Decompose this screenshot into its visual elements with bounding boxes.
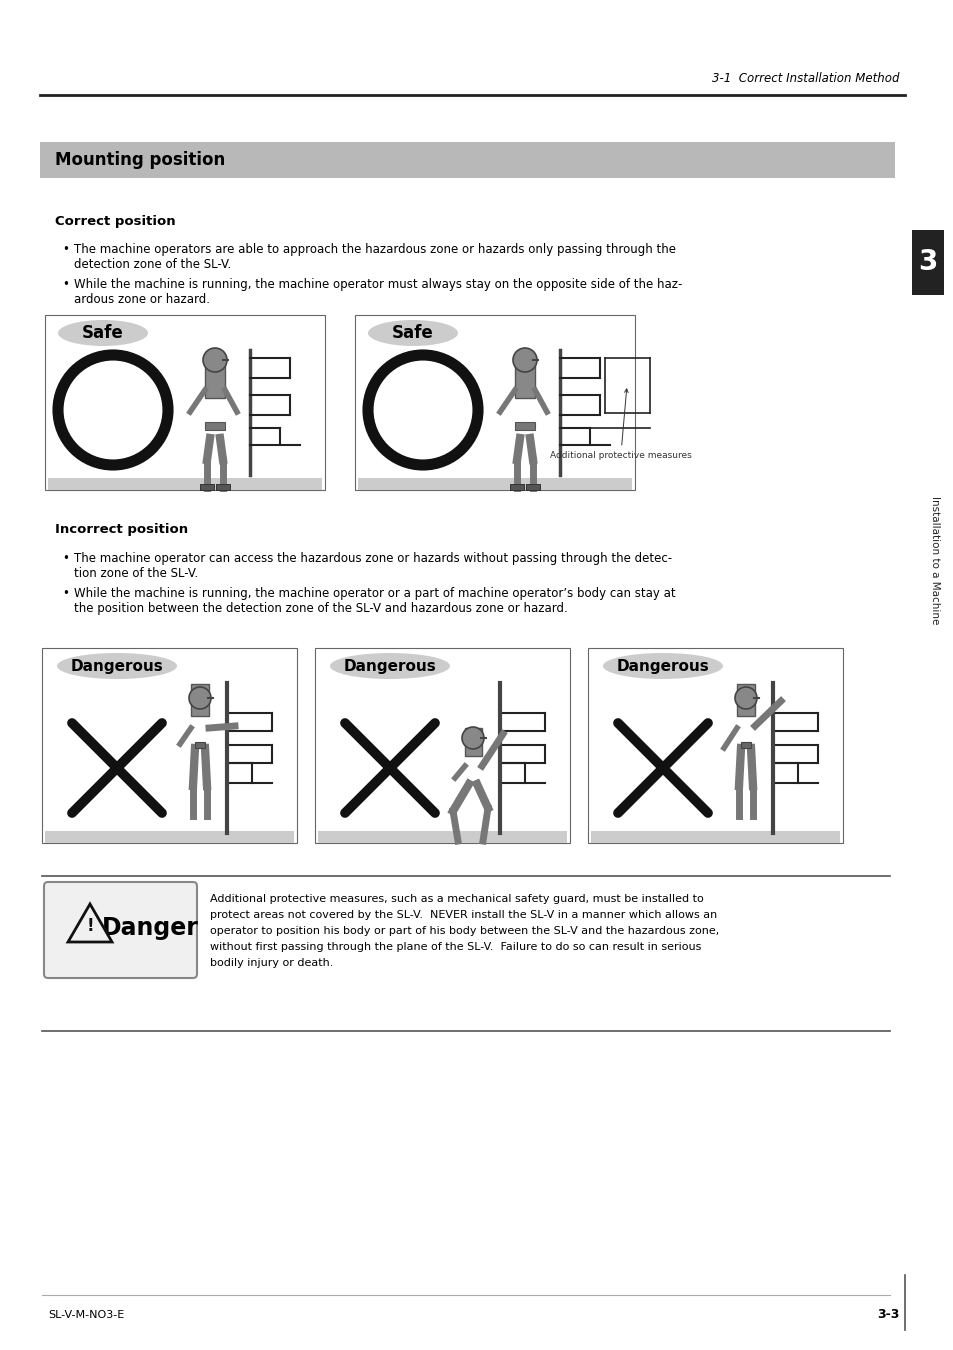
FancyBboxPatch shape — [205, 423, 225, 431]
Ellipse shape — [368, 320, 457, 346]
Text: the position between the detection zone of the SL-V and hazardous zone or hazard: the position between the detection zone … — [74, 602, 567, 616]
Ellipse shape — [602, 653, 722, 679]
Text: ardous zone or hazard.: ardous zone or hazard. — [74, 293, 210, 306]
Circle shape — [513, 348, 537, 373]
FancyBboxPatch shape — [200, 485, 213, 490]
Text: 3: 3 — [918, 248, 937, 275]
Text: Installation to a Machine: Installation to a Machine — [929, 495, 939, 624]
Text: Additional protective measures, such as a mechanical safety guard, must be insta: Additional protective measures, such as … — [210, 894, 703, 904]
Text: •: • — [62, 587, 69, 599]
Text: operator to position his body or part of his body between the SL-V and the hazar: operator to position his body or part of… — [210, 926, 719, 936]
Ellipse shape — [330, 653, 450, 679]
Text: tion zone of the SL-V.: tion zone of the SL-V. — [74, 567, 198, 580]
Polygon shape — [68, 904, 112, 942]
Text: Danger: Danger — [101, 917, 198, 940]
FancyBboxPatch shape — [45, 315, 325, 490]
Text: bodily injury or death.: bodily injury or death. — [210, 958, 333, 968]
Text: Additional protective measures: Additional protective measures — [550, 389, 691, 459]
Text: Dangerous: Dangerous — [616, 659, 709, 674]
FancyBboxPatch shape — [515, 423, 535, 431]
Text: SL-V-M-NO3-E: SL-V-M-NO3-E — [48, 1310, 124, 1320]
FancyBboxPatch shape — [510, 485, 523, 490]
FancyBboxPatch shape — [357, 478, 631, 490]
Text: !: ! — [86, 917, 93, 936]
FancyBboxPatch shape — [525, 485, 539, 490]
Text: Incorrect position: Incorrect position — [55, 524, 188, 536]
Text: Safe: Safe — [82, 324, 124, 342]
FancyBboxPatch shape — [740, 743, 750, 748]
Text: •: • — [62, 552, 69, 566]
Text: Correct position: Correct position — [55, 216, 175, 228]
Text: •: • — [62, 243, 69, 256]
FancyBboxPatch shape — [194, 743, 205, 748]
Text: without first passing through the plane of the SL-V.  Failure to do so can resul: without first passing through the plane … — [210, 942, 700, 952]
FancyBboxPatch shape — [737, 684, 754, 716]
FancyBboxPatch shape — [911, 230, 943, 296]
Text: Mounting position: Mounting position — [55, 151, 225, 169]
Text: While the machine is running, the machine operator must always stay on the oppos: While the machine is running, the machin… — [74, 278, 681, 292]
Circle shape — [734, 687, 757, 709]
FancyBboxPatch shape — [44, 882, 196, 977]
FancyBboxPatch shape — [48, 478, 322, 490]
Text: Dangerous: Dangerous — [343, 659, 436, 674]
FancyBboxPatch shape — [45, 832, 294, 842]
FancyBboxPatch shape — [464, 728, 481, 756]
Text: detection zone of the SL-V.: detection zone of the SL-V. — [74, 258, 231, 271]
FancyBboxPatch shape — [314, 648, 569, 842]
FancyBboxPatch shape — [515, 363, 535, 398]
FancyBboxPatch shape — [40, 142, 894, 178]
Text: 3-3: 3-3 — [877, 1308, 899, 1322]
Circle shape — [203, 348, 227, 373]
Text: Safe: Safe — [392, 324, 434, 342]
FancyBboxPatch shape — [215, 485, 230, 490]
Text: The machine operator can access the hazardous zone or hazards without passing th: The machine operator can access the haza… — [74, 552, 672, 566]
FancyBboxPatch shape — [317, 832, 566, 842]
FancyBboxPatch shape — [42, 648, 296, 842]
Circle shape — [461, 728, 483, 749]
Text: •: • — [62, 278, 69, 292]
Text: 3-1  Correct Installation Method: 3-1 Correct Installation Method — [712, 72, 899, 85]
FancyBboxPatch shape — [355, 315, 635, 490]
Text: The machine operators are able to approach the hazardous zone or hazards only pa: The machine operators are able to approa… — [74, 243, 676, 256]
Text: protect areas not covered by the SL-V.  NEVER install the SL-V in a manner which: protect areas not covered by the SL-V. N… — [210, 910, 717, 919]
FancyBboxPatch shape — [191, 684, 209, 716]
Ellipse shape — [58, 320, 148, 346]
Text: Dangerous: Dangerous — [71, 659, 163, 674]
FancyBboxPatch shape — [205, 363, 225, 398]
Text: While the machine is running, the machine operator or a part of machine operator: While the machine is running, the machin… — [74, 587, 675, 599]
FancyBboxPatch shape — [590, 832, 840, 842]
Circle shape — [189, 687, 211, 709]
FancyBboxPatch shape — [587, 648, 842, 842]
Ellipse shape — [57, 653, 177, 679]
